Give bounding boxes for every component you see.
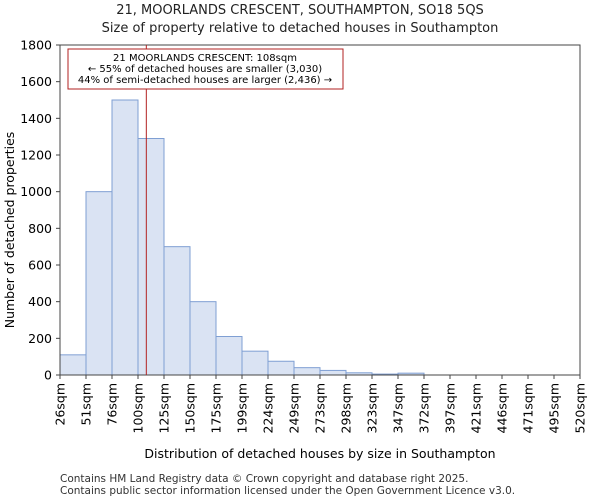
bar-224sqm	[267, 360, 295, 376]
y-tick-label: 1200	[20, 148, 52, 163]
y-tick-label: 1600	[20, 74, 52, 89]
footer-line-1: Contains HM Land Registry data © Crown c…	[60, 473, 469, 485]
x-tick-label: 51sqm	[79, 383, 94, 426]
x-tick-label: 249sqm	[287, 383, 302, 433]
y-axis-label: Number of detached properties	[2, 132, 17, 329]
x-axis-ticks: 26sqm 51sqm 76sqm 100sqm 125sqm 150sqm 175sqm 1…	[53, 375, 588, 433]
y-axis-ticks: 0 200 400 600 800 1000 1200 1400 1600 1800	[20, 38, 60, 383]
bar-100sqm	[137, 138, 165, 376]
x-tick-label: 372sqm	[417, 383, 432, 433]
bar-199sqm	[241, 350, 269, 376]
bar-26sqm	[59, 354, 87, 376]
bars-group	[59, 99, 425, 376]
x-tick-label: 421sqm	[469, 383, 484, 433]
y-tick-label: 800	[28, 221, 52, 236]
x-tick-label: 471sqm	[521, 383, 536, 433]
y-tick-label: 1800	[20, 38, 52, 53]
x-tick-label: 175sqm	[209, 383, 224, 433]
x-tick-label: 397sqm	[443, 383, 458, 433]
x-tick-label: 224sqm	[261, 383, 276, 433]
y-tick-label: 400	[28, 294, 52, 309]
annotation-line-1: 21 MOORLANDS CRESCENT: 108sqm	[113, 53, 297, 64]
x-tick-label: 199sqm	[235, 383, 250, 433]
bar-150sqm	[189, 301, 217, 376]
x-tick-label: 125sqm	[157, 383, 172, 433]
x-tick-label: 76sqm	[105, 383, 120, 426]
chart-title: 21, MOORLANDS CRESCENT, SOUTHAMPTON, SO1…	[116, 3, 484, 18]
x-tick-label: 26sqm	[53, 383, 68, 426]
x-tick-label: 446sqm	[495, 383, 510, 433]
bar-175sqm	[215, 336, 243, 376]
bar-76sqm	[111, 99, 139, 376]
x-tick-label: 100sqm	[131, 383, 146, 433]
annotation-line-2: ← 55% of detached houses are smaller (3,…	[88, 64, 322, 75]
plot-frame	[59, 44, 581, 376]
annotation-box	[67, 48, 344, 90]
bar-273sqm	[319, 369, 347, 376]
bar-249sqm	[293, 367, 321, 376]
x-tick-label: 520sqm	[573, 383, 588, 433]
y-tick-label: 1400	[20, 111, 52, 126]
y-tick-label: 600	[28, 258, 52, 273]
footer-line-2: Contains public sector information licen…	[60, 485, 516, 497]
x-tick-label: 273sqm	[313, 383, 328, 433]
x-axis-label: Distribution of detached houses by size …	[144, 446, 495, 461]
bar-51sqm	[85, 191, 113, 376]
x-tick-label: 323sqm	[365, 383, 380, 433]
y-tick-label: 0	[44, 368, 52, 383]
x-tick-label: 495sqm	[547, 383, 562, 433]
chart-subtitle: Size of property relative to detached ho…	[101, 21, 499, 36]
x-tick-label: 298sqm	[339, 383, 354, 433]
y-tick-label: 200	[28, 331, 52, 346]
x-tick-label: 150sqm	[183, 383, 198, 433]
bar-125sqm	[163, 246, 191, 376]
x-tick-label: 347sqm	[391, 383, 406, 433]
y-tick-label: 1000	[20, 184, 52, 199]
annotation-line-3: 44% of semi-detached houses are larger (…	[78, 75, 332, 86]
